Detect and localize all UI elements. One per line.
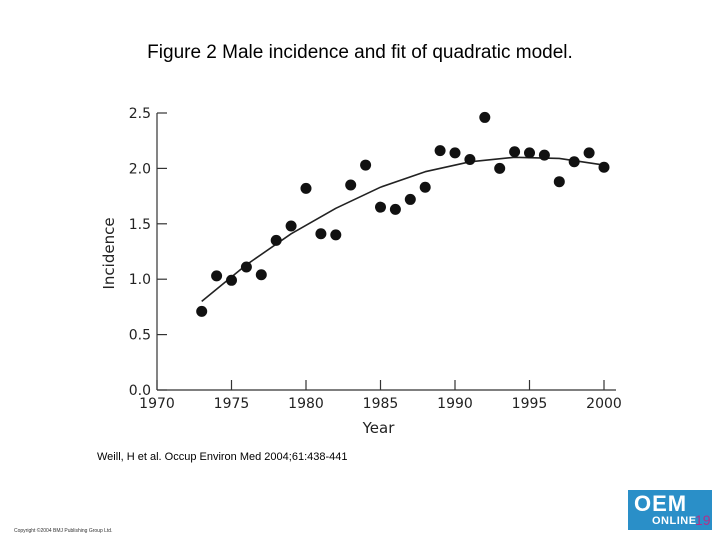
data-point bbox=[375, 201, 386, 213]
x-tick-label: 1985 bbox=[363, 396, 399, 412]
data-point bbox=[464, 154, 476, 166]
data-point bbox=[449, 147, 461, 159]
data-point bbox=[389, 203, 401, 215]
data-point bbox=[509, 146, 521, 158]
logo-main-text: OEM bbox=[634, 491, 688, 516]
copyright: Copyright ©2004 BMJ Publishing Group Ltd… bbox=[14, 528, 113, 534]
oem-online-logo[interactable]: OEM ONLINE bbox=[628, 490, 712, 530]
scatter-chart: 0.0 0.5 1.0 1.5 2.0 2.5 1970 1975 1980 1985 1990 19… bbox=[100, 106, 622, 437]
logo-sub-text: ONLINE bbox=[652, 515, 697, 527]
data-point bbox=[360, 159, 372, 171]
data-point bbox=[300, 182, 312, 194]
chart-axes: 0.0 0.5 1.0 1.5 2.0 2.5 1970 1975 1980 1985 1990 19… bbox=[100, 106, 622, 437]
slide-title: Figure 2 Male incidence and fit of quadr… bbox=[147, 42, 573, 63]
data-point bbox=[270, 234, 282, 246]
data-point bbox=[255, 269, 267, 281]
x-tick-label: 1970 bbox=[139, 396, 175, 412]
y-tick-label: 1.0 bbox=[129, 272, 151, 288]
x-tick-label: 1995 bbox=[512, 396, 548, 412]
data-point bbox=[538, 149, 550, 161]
data-point bbox=[226, 274, 237, 286]
fit-curve-layer bbox=[201, 156, 605, 303]
data-point bbox=[345, 179, 357, 191]
x-axis-label: Year bbox=[362, 419, 396, 437]
data-point bbox=[315, 228, 327, 240]
y-tick-label: 0.5 bbox=[129, 328, 151, 344]
y-axis-label: Incidence bbox=[100, 217, 118, 289]
data-point bbox=[404, 193, 416, 205]
slide-number: 19 bbox=[695, 512, 711, 528]
data-point bbox=[568, 156, 580, 168]
x-tick-label: 1990 bbox=[437, 396, 473, 412]
data-point bbox=[285, 220, 297, 232]
x-tick-label: 1980 bbox=[288, 396, 324, 412]
x-tick-label: 1975 bbox=[214, 396, 250, 412]
data-point bbox=[524, 147, 535, 159]
data-point bbox=[330, 229, 342, 241]
y-tick-label: 2.0 bbox=[129, 161, 151, 177]
data-point bbox=[240, 261, 252, 273]
data-point bbox=[211, 270, 223, 282]
data-point bbox=[479, 111, 491, 123]
data-point bbox=[598, 161, 610, 173]
y-tick-label: 1.5 bbox=[129, 217, 151, 233]
citation: Weill, H et al. Occup Environ Med 2004;6… bbox=[97, 451, 348, 463]
y-tick-label: 2.5 bbox=[129, 106, 151, 122]
x-tick-label: 2000 bbox=[586, 396, 622, 412]
data-points-layer bbox=[196, 111, 610, 317]
data-point bbox=[419, 181, 431, 193]
data-point bbox=[553, 176, 565, 188]
data-point bbox=[196, 305, 208, 317]
data-point bbox=[583, 147, 595, 159]
y-tick-label: 0.0 bbox=[129, 383, 151, 399]
data-point bbox=[434, 145, 446, 157]
fit-curve bbox=[201, 156, 605, 303]
data-point bbox=[494, 162, 506, 174]
